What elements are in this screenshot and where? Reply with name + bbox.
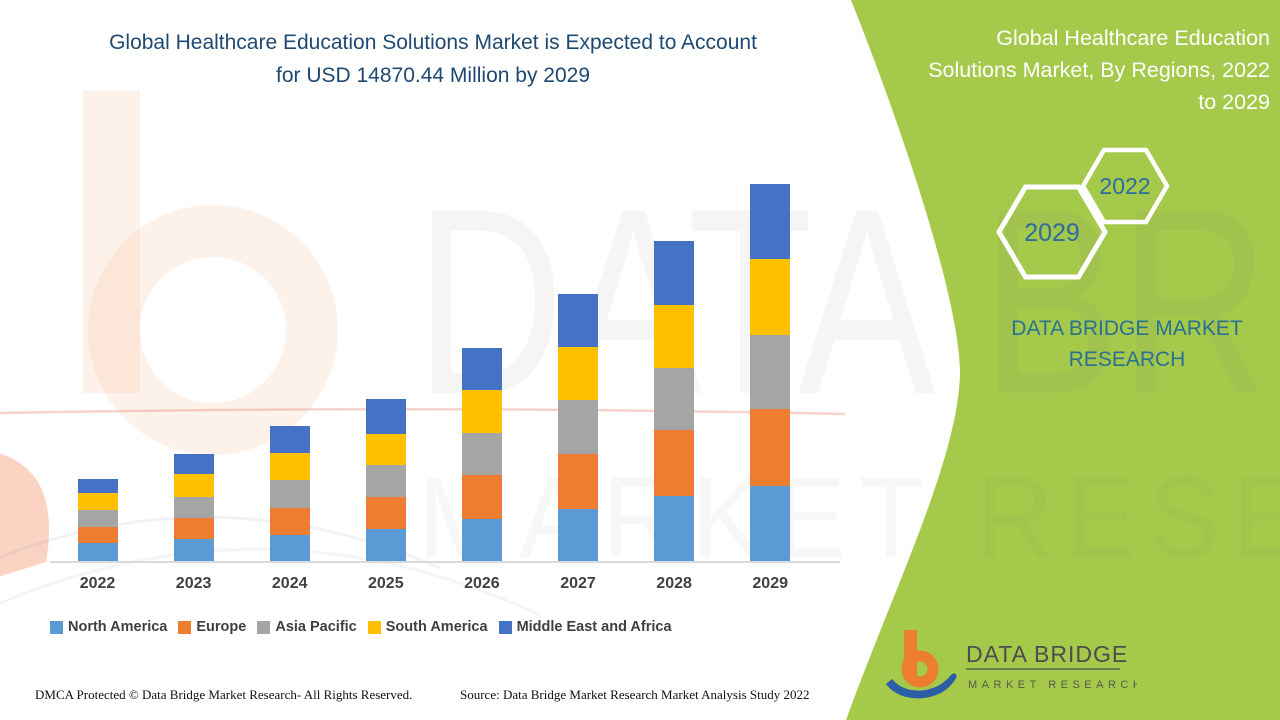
- legend-item-south-america[interactable]: South America: [367, 619, 488, 635]
- logo-wordmark: DATA BRIDGE: [966, 641, 1128, 667]
- legend-label: Middle East and Africa: [516, 619, 672, 635]
- bar-segment-europe[interactable]: [77, 526, 118, 544]
- bar-segment-north-america[interactable]: [558, 508, 598, 561]
- stacked-bar-2022[interactable]: [77, 479, 118, 561]
- hexagon-year-2029: 2029: [1024, 219, 1080, 247]
- chart-plot-area: 2022 2023 2024 2025 2026 2027 2028 2029: [50, 184, 840, 592]
- stacked-bar-2026[interactable]: [461, 347, 502, 561]
- x-axis-label-2022: 2022: [79, 575, 116, 592]
- bar-segment-south-america[interactable]: [269, 453, 310, 481]
- legend-label: North America: [68, 619, 168, 635]
- legend-item-asia-pacific[interactable]: Asia Pacific: [257, 619, 357, 635]
- x-axis-label-2026: 2026: [464, 575, 500, 592]
- bar-segment-asia-pacific[interactable]: [77, 510, 118, 527]
- stacked-bar-2028[interactable]: [654, 241, 695, 561]
- watermark-salmon-wedge: [0, 453, 49, 577]
- watermark-red-line: [0, 407, 846, 416]
- bar-segment-europe[interactable]: [558, 453, 598, 509]
- watermark-b-stem: [83, 90, 140, 393]
- bar-segment-north-america[interactable]: [365, 528, 406, 561]
- green-panel-shape: [846, 0, 1280, 720]
- bar-segment-europe[interactable]: [654, 430, 695, 497]
- source-text: Source: Data Bridge Market Research Mark…: [460, 687, 810, 702]
- bar-segment-south-america[interactable]: [365, 433, 406, 466]
- x-axis-label-2029: 2029: [752, 575, 788, 592]
- brand-name-text: DATA BRIDGE MARKET RESEARCH: [1011, 317, 1243, 371]
- bar-segment-asia-pacific[interactable]: [461, 432, 502, 475]
- side-panel-title: Global Healthcare Education Solutions Ma…: [928, 26, 1270, 114]
- bar-segment-europe[interactable]: [173, 517, 214, 540]
- legend-swatch: [257, 620, 271, 634]
- bar-segment-north-america[interactable]: [269, 534, 310, 561]
- legend-label: Asia Pacific: [275, 619, 357, 635]
- bar-segment-asia-pacific[interactable]: [173, 497, 214, 518]
- logo-blue-swoosh: [886, 673, 957, 699]
- x-axis-label-2024: 2024: [271, 575, 308, 592]
- hexagon-2022: [1080, 147, 1170, 225]
- x-axis-label-2025: 2025: [368, 575, 404, 592]
- hexagon-2029: [996, 184, 1108, 280]
- databridge-logo: DATA BRIDGE MARKET RESEARCH: [886, 630, 1137, 699]
- legend-swatch: [50, 620, 63, 634]
- bar-segment-asia-pacific[interactable]: [750, 334, 791, 410]
- chart-title: Global Healthcare Education Solutions Ma…: [109, 31, 757, 87]
- bar-segment-europe[interactable]: [750, 409, 791, 487]
- legend-swatch: [367, 620, 381, 634]
- x-axis-label-2023: 2023: [175, 575, 212, 592]
- bar-segment-north-america[interactable]: [77, 543, 118, 561]
- stacked-bar-2027[interactable]: [558, 293, 598, 561]
- bar-segment-middle-east-and-africa[interactable]: [365, 399, 406, 434]
- bar-segment-europe[interactable]: [365, 497, 406, 529]
- logo-tagline: MARKET RESEARCH: [968, 679, 1137, 691]
- legend-item-middle-east-and-africa[interactable]: Middle East and Africa: [498, 619, 672, 635]
- hexagon-year-2022: 2022: [1099, 173, 1151, 199]
- bar-segment-asia-pacific[interactable]: [654, 367, 695, 431]
- stacked-bar-2023[interactable]: [173, 454, 214, 561]
- chart-legend: North America Europe Asia Pacific South Ame…: [50, 619, 672, 635]
- bar-segment-south-america[interactable]: [750, 258, 791, 335]
- bar-segment-north-america[interactable]: [654, 496, 695, 561]
- bar-segment-europe[interactable]: [461, 474, 502, 520]
- bar-segment-middle-east-and-africa[interactable]: [461, 347, 502, 391]
- watermark-arc-2: [0, 547, 541, 617]
- bar-segment-middle-east-and-africa[interactable]: [750, 184, 791, 259]
- logo-b-bowl: [901, 650, 939, 688]
- bar-segment-south-america[interactable]: [558, 347, 598, 400]
- bar-segment-north-america[interactable]: [173, 539, 214, 561]
- stacked-bar-2024[interactable]: [269, 426, 310, 561]
- x-axis-label-2028: 2028: [656, 575, 692, 592]
- legend-swatch: [178, 620, 192, 634]
- bar-segment-asia-pacific[interactable]: [365, 465, 406, 498]
- bar-segment-asia-pacific[interactable]: [269, 480, 310, 509]
- bar-segment-south-america[interactable]: [461, 390, 502, 433]
- bar-segment-middle-east-and-africa[interactable]: [558, 293, 598, 348]
- bar-segment-middle-east-and-africa[interactable]: [77, 479, 118, 493]
- legend-label: Europe: [196, 619, 247, 635]
- bar-segment-middle-east-and-africa[interactable]: [173, 454, 214, 474]
- legend-item-europe[interactable]: Europe: [178, 619, 246, 635]
- bar-segment-south-america[interactable]: [77, 492, 118, 511]
- bar-segment-north-america[interactable]: [750, 486, 791, 561]
- legend-item-north-america[interactable]: North America: [50, 619, 167, 635]
- bar-segment-europe[interactable]: [269, 508, 310, 535]
- bar-segment-north-america[interactable]: [461, 519, 502, 561]
- dmca-copyright-text: DMCA Protected © Data Bridge Market Rese…: [35, 687, 413, 702]
- stacked-bar-2025[interactable]: [365, 399, 406, 561]
- stacked-bar-2029[interactable]: [750, 184, 791, 561]
- bar-segment-middle-east-and-africa[interactable]: [654, 241, 695, 306]
- x-axis-label-2027: 2027: [560, 575, 596, 592]
- bar-segment-middle-east-and-africa[interactable]: [269, 426, 310, 454]
- bar-segment-south-america[interactable]: [173, 473, 214, 498]
- watermark-b-bowl: [88, 205, 338, 455]
- bar-segment-asia-pacific[interactable]: [558, 399, 598, 454]
- bar-segment-south-america[interactable]: [654, 305, 695, 368]
- legend-swatch: [498, 620, 512, 634]
- legend-label: South America: [385, 619, 488, 635]
